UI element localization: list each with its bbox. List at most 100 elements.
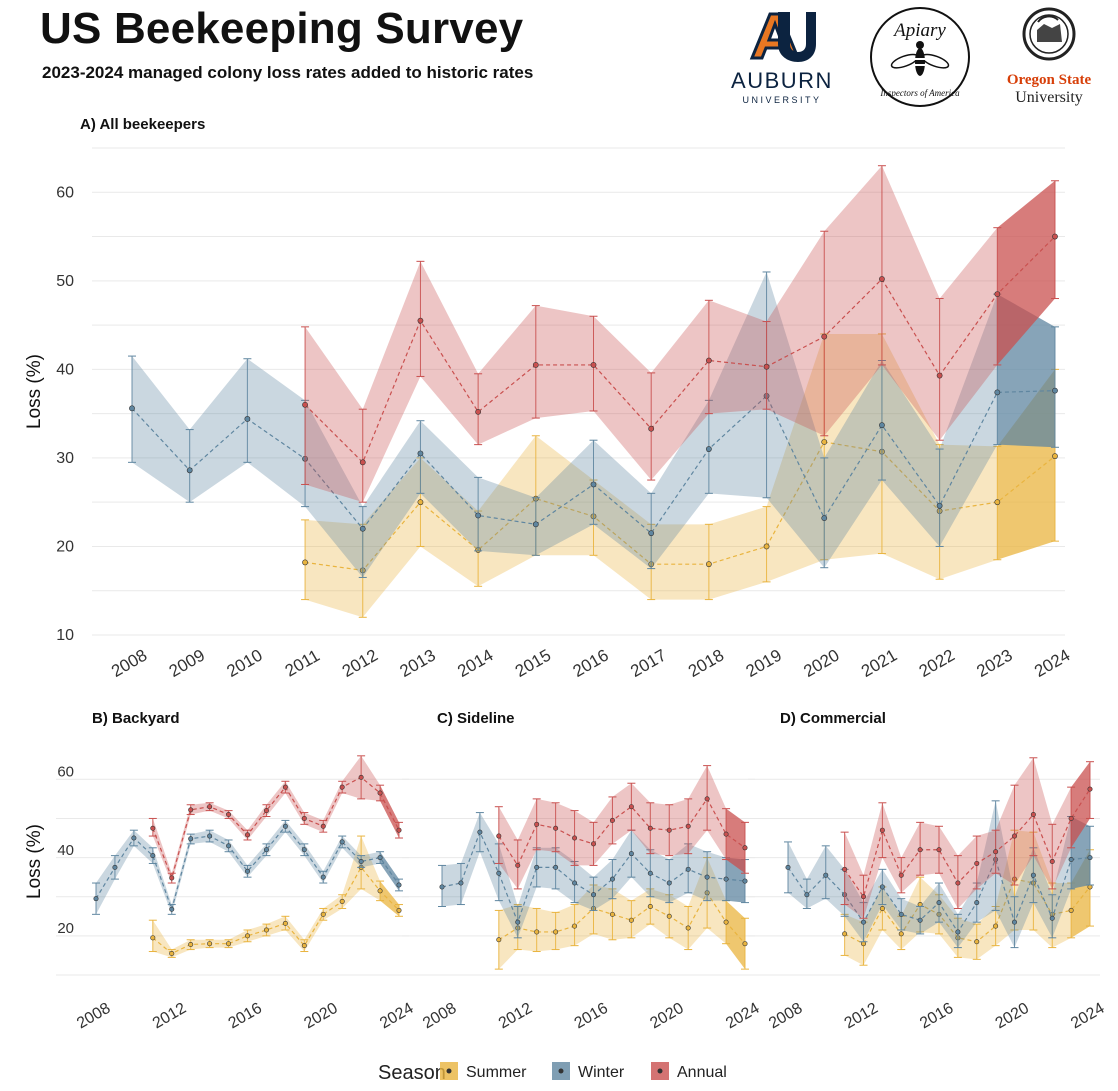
data-point <box>301 847 307 853</box>
ribbon-recent <box>726 900 745 970</box>
data-point <box>763 543 770 550</box>
data-point <box>358 774 364 780</box>
data-point <box>534 929 540 935</box>
x-tick-label: 2008 <box>766 1000 805 1033</box>
apiary-logo-bottom: Inspectors of America <box>879 88 960 98</box>
data-point <box>955 929 961 935</box>
x-tick-label: 2008 <box>74 1000 113 1033</box>
chart-panel-2: B) Backyard Loss (%) 20 40 60 2008 2012 2016 202… <box>24 710 417 1032</box>
legend-item-annual: Annual <box>651 1062 727 1081</box>
auburn-logo: AUBURN UNIVERSITY <box>712 6 852 106</box>
data-point <box>532 362 539 368</box>
data-point <box>396 907 402 913</box>
data-point <box>1068 815 1074 821</box>
data-point <box>572 923 578 929</box>
data-point <box>936 847 942 853</box>
data-point <box>742 878 748 884</box>
data-point <box>244 416 251 422</box>
osu-logo-name: Oregon State <box>1007 72 1092 88</box>
data-point <box>993 923 999 929</box>
charts-canvas: A) All beekeepers Loss (%) 10 20 30 40 50 60 200… <box>24 116 1108 1033</box>
data-point <box>609 911 615 917</box>
data-point <box>263 847 269 853</box>
x-tick-label: 2020 <box>800 646 842 681</box>
ribbon-historic <box>96 820 381 915</box>
series-annual <box>148 755 403 884</box>
y-tick-label: 20 <box>56 538 74 555</box>
data-point <box>320 874 326 880</box>
data-point <box>169 875 175 881</box>
chart-panel-3: C) Sideline 2008 2012 2016 2020 2024 <box>402 710 763 1032</box>
data-point <box>358 858 364 864</box>
x-tick-label: 2019 <box>743 646 785 681</box>
series-summer <box>494 857 749 970</box>
data-point <box>647 904 653 910</box>
data-point <box>974 900 980 906</box>
data-point <box>339 839 345 845</box>
data-point <box>742 941 748 947</box>
data-point <box>590 841 596 847</box>
data-point <box>320 823 326 829</box>
ribbon-historic <box>152 755 381 884</box>
chart-panel-1: A) All beekeepers Loss (%) 10 20 30 40 50 60 200… <box>24 116 1073 681</box>
data-point <box>879 422 885 429</box>
data-point <box>648 530 655 537</box>
x-tick-label: 2017 <box>627 646 669 681</box>
data-point <box>186 467 193 474</box>
data-point <box>917 847 923 853</box>
data-point <box>377 790 383 796</box>
data-point <box>515 862 521 868</box>
data-point <box>226 941 232 947</box>
data-point <box>572 880 578 886</box>
series-line <box>498 797 746 867</box>
x-tick-label: 2012 <box>496 1000 535 1033</box>
data-point <box>917 917 923 923</box>
series-winter <box>92 819 403 915</box>
data-point <box>1052 453 1058 460</box>
ribbon-recent <box>380 785 399 839</box>
ribbon-historic <box>132 271 998 578</box>
data-point <box>263 927 269 933</box>
data-point <box>534 864 540 870</box>
x-tick-label: 2016 <box>570 646 612 681</box>
data-point <box>475 408 482 415</box>
y-axis-label: Loss (%) <box>24 824 45 899</box>
auburn-logo-name: AUBURN <box>731 68 833 93</box>
legend-title: Season <box>378 1062 446 1084</box>
ribbon-recent <box>380 851 399 891</box>
data-point <box>417 317 424 324</box>
data-point <box>685 925 691 931</box>
x-tick-label: 2020 <box>993 1000 1032 1033</box>
data-point <box>974 860 980 866</box>
data-point <box>458 880 464 886</box>
data-point <box>821 515 828 522</box>
x-tick-label: 2014 <box>454 646 496 681</box>
auburn-logo-sub: UNIVERSITY <box>742 95 821 105</box>
ribbon-recent <box>380 881 399 917</box>
page-subtitle: 2023-2024 managed colony loss rates adde… <box>42 63 534 82</box>
data-point <box>282 784 288 790</box>
data-point <box>666 913 672 919</box>
series-annual <box>301 165 1059 503</box>
chart-title: C) Sideline <box>437 710 515 727</box>
gridlines <box>402 778 755 976</box>
data-point <box>396 882 402 888</box>
data-point <box>553 929 559 935</box>
data-point <box>226 812 232 818</box>
data-point <box>898 931 904 937</box>
data-point <box>821 333 828 340</box>
data-point <box>477 829 483 835</box>
apiary-logo-top: Apiary <box>892 20 946 41</box>
auburn-au-icon: AUBURN UNIVERSITY <box>731 12 833 105</box>
series-annual <box>840 757 1094 919</box>
data-point <box>842 931 848 937</box>
data-point <box>245 933 251 939</box>
data-point <box>936 502 943 509</box>
data-point <box>609 876 615 882</box>
legend-dot <box>446 1068 452 1074</box>
data-point <box>685 823 691 829</box>
data-point <box>898 911 904 917</box>
data-point <box>609 817 615 823</box>
data-point <box>647 870 653 876</box>
x-tick-label: 2016 <box>226 1000 265 1033</box>
